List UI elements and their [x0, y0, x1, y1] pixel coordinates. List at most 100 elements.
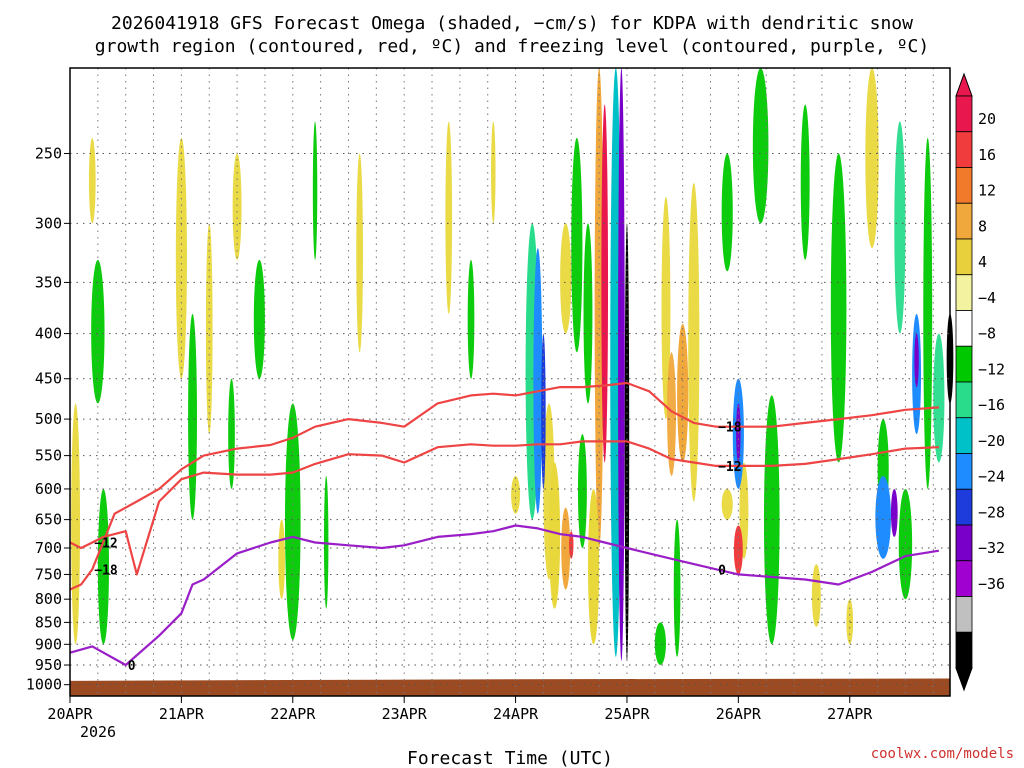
colorbar-label: −28: [978, 503, 1005, 521]
colorbar-segment: [955, 524, 973, 562]
omega-cell: [898, 488, 913, 600]
omega-shading: [70, 67, 954, 696]
x-tick-label: 26APR: [716, 705, 762, 723]
colorbar-segment: [955, 345, 973, 383]
contour-line: [69, 381, 939, 591]
omega-cell: [228, 378, 235, 489]
y-tick-label: 450: [35, 370, 62, 388]
contour-label: −18: [718, 421, 742, 436]
chart-title-line1: 2026041918 GFS Forecast Omega (shaded, −…: [111, 13, 913, 34]
omega-cell: [752, 68, 769, 224]
colorbar-segment: [955, 453, 973, 490]
y-tick-label: 950: [35, 656, 62, 674]
colorbar-label: −8: [978, 325, 996, 343]
x-axis-ticks: 20APR 21APR 22APR 23APR 24APR 25APR 26APR 27APR: [47, 696, 873, 723]
colorbar-label: −36: [978, 575, 1005, 593]
omega-cell: [491, 121, 496, 224]
x-tick-label: 20APR: [47, 705, 93, 723]
omega-cell-strong: [569, 531, 574, 559]
omega-cell: [91, 259, 105, 404]
omega-cell: [445, 121, 453, 314]
colorbar-label: −12: [978, 360, 1005, 378]
colorbar-segment: [955, 596, 973, 633]
y-tick-label: 700: [35, 539, 62, 557]
y-tick-label: 600: [35, 480, 62, 498]
omega-cell: [323, 475, 329, 609]
omega-cell: [175, 137, 187, 379]
omega-cell: [721, 153, 733, 272]
colorbar-label: −32: [978, 539, 1005, 557]
colorbar-segment: [955, 488, 973, 526]
omega-cell: [661, 196, 671, 420]
contour-label: −12: [94, 536, 117, 551]
omega-cell: [721, 488, 733, 520]
y-tick-label: 900: [35, 635, 62, 653]
omega-cell-strong: [587, 488, 600, 645]
x-tick-label: 24APR: [493, 705, 539, 723]
omega-cell: [312, 121, 318, 260]
contour-label: 0: [128, 659, 136, 674]
omega-cell-strong: [561, 507, 571, 590]
omega-cell: [88, 137, 96, 224]
omega-cell: [583, 223, 593, 404]
colorbar-segment: [955, 560, 973, 597]
omega-cell: [253, 259, 265, 379]
omega-cell: [560, 223, 572, 334]
colorbar: 20 16 12 8 4 −4 −8 −12 −16 −20 −24 −28 −32 −36: [955, 72, 1005, 692]
y-tick-label: 850: [35, 613, 62, 631]
omega-cell-strong: [594, 68, 604, 549]
omega-cell-strong: [548, 462, 561, 609]
contour-label: −12: [718, 460, 741, 475]
omega-cell-strong: [601, 104, 609, 463]
y-tick-label: 1000: [26, 676, 62, 694]
omega-cell: [667, 352, 676, 476]
plot-frame: [69, 67, 951, 697]
omega-cell-strong: [618, 68, 625, 661]
omega-cell: [654, 622, 666, 666]
omega-cell-strong: [890, 488, 898, 537]
contour-lines: −18 −18 −12 −12 0 0: [69, 381, 940, 674]
contour-line: [69, 440, 939, 576]
y-tick-label: 800: [35, 590, 62, 608]
omega-cell: [188, 313, 197, 520]
omega-cell: [278, 519, 285, 600]
y-tick-label: 300: [35, 214, 62, 232]
colorbar-segment: [955, 381, 973, 419]
omega-cell: [284, 403, 301, 641]
omega-cell: [571, 137, 583, 353]
omega-cell: [577, 434, 587, 549]
y-axis-ticks: 250 300 350 400 450 500 550 600 650 700 750 800 850 9…: [26, 144, 70, 694]
colorbar-label: 8: [978, 217, 987, 235]
omega-cell: [923, 137, 933, 489]
colorbar-label: 16: [978, 146, 996, 164]
y-tick-label: 750: [35, 565, 62, 583]
x-axis-label: Forecast Time (UTC): [407, 748, 613, 768]
omega-cell: [800, 104, 810, 260]
omega-cell: [763, 395, 780, 645]
y-tick-label: 550: [35, 447, 62, 465]
x-tick-label: 25APR: [604, 705, 650, 723]
colorbar-label: −4: [978, 289, 996, 307]
omega-cell: [511, 475, 521, 514]
x-year-label: 2026: [80, 723, 116, 741]
omega-cell: [933, 333, 945, 463]
omega-cell: [830, 153, 847, 463]
colorbar-segment: [955, 631, 973, 669]
chart-title-line2: growth region (contoured, red, ºC) and f…: [95, 36, 929, 57]
colorbar-segment: [955, 202, 973, 240]
y-tick-label: 500: [35, 410, 62, 428]
colorbar-segment: [955, 131, 973, 168]
colorbar-label: −16: [978, 396, 1005, 414]
ground-terrain: [70, 678, 950, 696]
omega-cell-strong: [914, 333, 919, 388]
omega-cell: [356, 153, 363, 353]
colorbar-label: −20: [978, 432, 1005, 450]
colorbar-label: 12: [978, 182, 996, 200]
colorbar-label: 4: [978, 253, 987, 271]
credit-text: coolwx.com/models: [871, 746, 1014, 762]
omega-cell: [673, 519, 681, 657]
contour-label: −18: [94, 563, 118, 578]
omega-cell: [865, 67, 879, 249]
omega-cell: [97, 488, 109, 645]
y-tick-label: 250: [35, 144, 62, 162]
